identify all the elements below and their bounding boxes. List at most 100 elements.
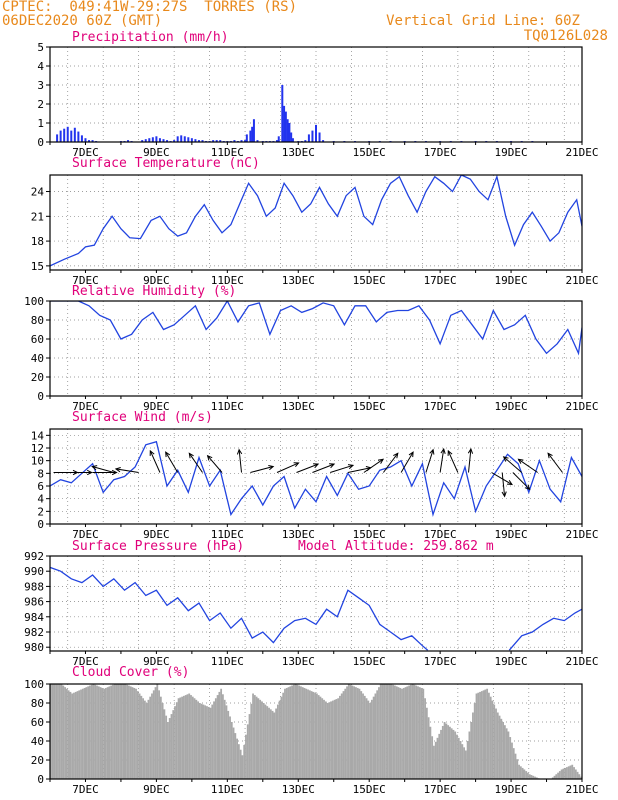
cloud-bar	[381, 684, 384, 779]
cloud-bar	[425, 707, 428, 779]
run-date-header: 06DEC2020 60Z (GMT)	[2, 13, 163, 29]
wind-arrow	[512, 472, 531, 491]
cloud-bar	[237, 744, 240, 779]
cloud-bar	[117, 684, 120, 779]
cloud-bar	[202, 704, 205, 779]
wind-arrow-head	[114, 467, 121, 473]
cloud-bar	[223, 699, 226, 779]
x-tick-label: 9DEC	[143, 146, 170, 159]
cloud-bar	[271, 710, 274, 779]
cloud-bar	[167, 722, 169, 779]
cloud-bar	[394, 685, 396, 779]
precipitation-title: Precipitation (mm/h)	[72, 30, 229, 45]
precip-bar	[88, 140, 91, 142]
cloud-bar	[408, 685, 411, 779]
cloud-bar	[143, 700, 146, 779]
wind-series	[50, 440, 582, 517]
cloud-bar	[67, 690, 70, 779]
wind-arrow-shaft	[207, 455, 223, 473]
cloud-bar	[204, 705, 207, 779]
x-tick-label: 9DEC	[143, 400, 170, 413]
wind-arrow-shaft	[400, 451, 414, 473]
wind-arrow	[312, 463, 336, 473]
y-tick-label: 988	[24, 580, 44, 593]
cloud-bar	[459, 741, 462, 779]
x-tick-label: 21DEC	[565, 655, 598, 668]
wind-arrow-shaft	[115, 468, 139, 473]
y-tick-label: 40	[31, 735, 44, 748]
y-tick-label: 21	[31, 210, 44, 223]
cloud-bar	[220, 688, 223, 779]
y-tick-label: 1	[37, 117, 44, 130]
cloud-bar	[519, 766, 522, 779]
cloud-bar	[323, 699, 325, 779]
humidity-frame	[49, 300, 583, 397]
cloud-cover-series	[50, 684, 582, 779]
cloud-bar	[243, 744, 246, 779]
wind-arrow-head	[467, 447, 474, 454]
precip-bar	[219, 140, 222, 142]
cloud-bar	[156, 684, 159, 779]
x-tick-label: 7DEC	[72, 400, 99, 413]
cloud-bar	[347, 684, 350, 779]
cloud-bar	[438, 733, 441, 779]
cloud-bar	[484, 689, 487, 779]
precip-bar	[180, 135, 183, 142]
precip-bar	[252, 119, 255, 142]
cloud-bar	[418, 687, 421, 779]
cloud-bar	[287, 687, 290, 779]
y-tick-label: 0	[37, 136, 44, 149]
y-tick-label: 986	[24, 596, 44, 609]
cloud-bar	[60, 684, 63, 779]
cloud-bar	[512, 748, 515, 779]
precip-bar	[148, 138, 151, 142]
cloud-bar	[245, 734, 247, 779]
wind-arrow-shaft	[238, 449, 243, 473]
cloud-bar	[324, 701, 327, 779]
y-tick-label: 40	[31, 352, 44, 365]
cloud-bar	[97, 686, 100, 779]
precip-bar	[277, 136, 280, 142]
x-tick-label: 7DEC	[72, 146, 99, 159]
cloud-bar	[179, 697, 182, 779]
x-tick-label: 11DEC	[211, 400, 244, 413]
precip-bar	[304, 140, 307, 142]
cloud-bar	[104, 687, 107, 779]
cloud-bar	[103, 688, 105, 779]
cloud-bar	[55, 684, 58, 779]
x-tick-label: 11DEC	[211, 783, 244, 796]
wind-arrow-head	[502, 456, 509, 462]
cloud-bar	[429, 726, 432, 779]
temperature-title: Surface Temperature (nC)	[72, 156, 260, 171]
wind-arrow-shaft	[491, 472, 513, 485]
cloud-bar	[119, 684, 121, 779]
precip-bar	[245, 134, 248, 142]
cloud-bar	[463, 747, 465, 779]
pressure-frame	[49, 555, 583, 652]
x-tick-label: 7DEC	[72, 783, 99, 796]
y-tick-label: 80	[31, 314, 44, 327]
cloud-bar	[468, 731, 471, 779]
y-tick-label: 10	[31, 455, 44, 468]
precip-bar	[212, 140, 215, 142]
cloud-bar	[159, 696, 162, 779]
wind-arrow	[363, 458, 385, 473]
wind-arrow-shaft	[276, 462, 299, 473]
wind-arrow-head	[393, 452, 399, 459]
wind-arrow-head	[313, 463, 320, 469]
cloud-bar	[521, 767, 524, 779]
x-tick-label: 19DEC	[495, 528, 528, 541]
cloud-bar	[553, 775, 556, 779]
cloud-bar	[372, 696, 375, 779]
cloud-bar	[409, 684, 412, 779]
cloud-bar	[124, 684, 127, 779]
cloud-bar	[351, 685, 354, 779]
cloud-cover-title: Cloud Cover (%)	[72, 665, 190, 680]
x-tick-label: 21DEC	[565, 783, 598, 796]
x-tick-label: 15DEC	[353, 274, 386, 287]
wind-arrow	[250, 465, 275, 473]
wind-arrow-shaft	[92, 466, 114, 473]
temperature-frame	[49, 174, 583, 271]
cloud-bar	[276, 704, 279, 779]
cloud-bar	[422, 688, 425, 779]
